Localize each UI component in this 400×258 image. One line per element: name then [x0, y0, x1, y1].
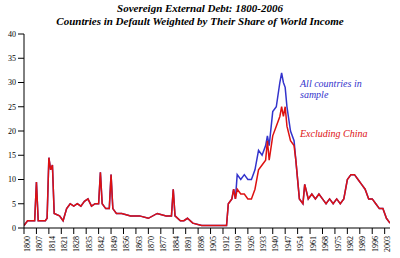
svg-text:30: 30: [8, 78, 16, 87]
svg-text:1800: 1800: [23, 236, 32, 252]
svg-text:1996: 1996: [371, 236, 380, 252]
svg-text:1849: 1849: [110, 236, 119, 252]
svg-text:1842: 1842: [97, 236, 106, 252]
svg-text:1891: 1891: [184, 236, 193, 252]
svg-text:1968: 1968: [321, 236, 330, 252]
svg-text:1919: 1919: [234, 236, 243, 252]
svg-text:10: 10: [8, 175, 16, 184]
svg-text:1821: 1821: [60, 236, 69, 252]
svg-text:1807: 1807: [35, 236, 44, 252]
svg-text:15: 15: [8, 151, 16, 160]
svg-text:1989: 1989: [358, 236, 367, 252]
svg-text:1856: 1856: [122, 236, 131, 252]
svg-text:35: 35: [8, 54, 16, 63]
svg-text:2003: 2003: [383, 236, 392, 252]
svg-text:1954: 1954: [296, 236, 305, 252]
svg-text:1835: 1835: [85, 236, 94, 252]
svg-text:0: 0: [12, 224, 16, 233]
svg-text:5: 5: [12, 200, 16, 209]
svg-text:1863: 1863: [135, 236, 144, 252]
html-text:All countries in sample: All countries in sample: [300, 78, 362, 100]
svg-text:1814: 1814: [48, 236, 57, 252]
svg-text:1905: 1905: [209, 236, 218, 252]
svg-text:1975: 1975: [334, 236, 343, 252]
svg-text:25: 25: [8, 103, 16, 112]
svg-text:1898: 1898: [197, 236, 206, 252]
html-text:Excluding China: Excluding China: [300, 128, 368, 139]
svg-text:1926: 1926: [247, 236, 256, 252]
svg-text:1828: 1828: [72, 236, 81, 252]
svg-text:1940: 1940: [271, 236, 280, 252]
svg-text:1933: 1933: [259, 236, 268, 252]
svg-text:20: 20: [8, 127, 16, 136]
svg-text:1961: 1961: [309, 236, 318, 252]
svg-text:1884: 1884: [172, 236, 181, 252]
svg-text:1870: 1870: [147, 236, 156, 252]
svg-text:1877: 1877: [159, 236, 168, 252]
html-text:Sovereign External Debt: 1800-: Sovereign External Debt: 1800-2006: [117, 2, 283, 14]
svg-text:1912: 1912: [222, 236, 231, 252]
svg-text:1947: 1947: [284, 236, 293, 252]
svg-text:40: 40: [8, 30, 16, 39]
svg-text:1982: 1982: [346, 236, 355, 252]
html-text:Countries in Default Weighted: Countries in Default Weighted by Their S…: [56, 15, 344, 27]
